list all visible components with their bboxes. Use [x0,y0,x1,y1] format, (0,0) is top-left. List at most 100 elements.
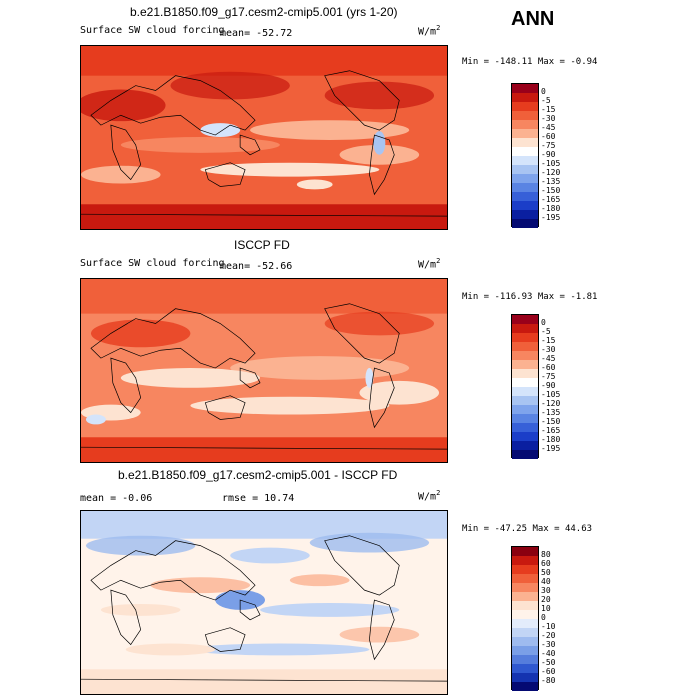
colorbar-tick-label: -75 [541,141,556,150]
panel2-mean: mean= -52.66 [220,261,293,272]
colorbar-tick-label: -120 [541,168,561,177]
colorbar-tick-label: -30 [541,114,556,123]
colorbar-tick-label: -150 [541,417,561,426]
colorbar-tick-label: -135 [541,177,561,186]
colorbar-swatch [512,84,538,93]
colorbar-swatch [512,450,538,459]
colorbar-swatch [512,120,538,129]
colorbar-tick-label: 50 [541,568,551,577]
colorbar-swatch [512,315,538,324]
colorbar-swatch [512,414,538,423]
colorbar-swatch [512,387,538,396]
panel1-minmax: Min = -148.11 Max = -0.94 [462,57,598,67]
panel1-title: b.e21.B1850.f09_g17.cesm2-cmip5.001 (yrs… [130,5,398,19]
colorbar-swatch [512,574,538,583]
colorbar-tick-label: 0 [541,318,546,327]
colorbar-tick-label: -15 [541,336,556,345]
colorbar-tick-label: 20 [541,595,551,604]
colorbar-swatch [512,156,538,165]
colorbar-swatch [512,219,538,228]
colorbar-swatch [512,93,538,102]
colorbar-swatch [512,610,538,619]
colorbar-swatch [512,138,538,147]
colorbar-swatch [512,102,538,111]
colorbar-tick-label: -45 [541,354,556,363]
panel3-minmax: Min = -47.25 Max = 44.63 [462,524,593,534]
panel3-colorbar: 80 60 50 40 30 20 10 0 -10 -20 -30 -40 -50 -60 -80 [511,546,591,691]
colorbar-swatch [512,583,538,592]
colorbar-swatch [512,655,538,664]
colorbar-tick-label: -30 [541,345,556,354]
colorbar-tick-label: -180 [541,435,561,444]
panel3-colorbar-swatches [511,546,539,691]
panel2-title: ISCCP FD [234,238,290,252]
colorbar-swatch [512,111,538,120]
panel2-minmax: Min = -116.93 Max = -1.81 [462,292,598,302]
colorbar-swatch [512,423,538,432]
panel1-map [80,45,448,230]
colorbar-tick-label: -5 [541,96,551,105]
colorbar-swatch [512,378,538,387]
colorbar-tick-label: -60 [541,667,556,676]
panel3-map-svg [81,511,447,694]
colorbar-swatch [512,547,538,556]
colorbar-swatch [512,210,538,219]
panel2-map-svg [81,279,447,462]
panel1-units: W/m2 [418,24,441,38]
colorbar-tick-label: 40 [541,577,551,586]
colorbar-swatch [512,174,538,183]
colorbar-tick-label: 80 [541,550,551,559]
colorbar-swatch [512,646,538,655]
colorbar-swatch [512,192,538,201]
colorbar-swatch [512,351,538,360]
colorbar-swatch [512,333,538,342]
colorbar-swatch [512,592,538,601]
colorbar-swatch [512,369,538,378]
colorbar-tick-label: -40 [541,649,556,658]
colorbar-swatch [512,556,538,565]
panel1-mean: mean= -52.72 [220,28,293,39]
panel1-colorbar-swatches [511,83,539,228]
colorbar-tick-label: -150 [541,186,561,195]
colorbar-tick-label: -30 [541,640,556,649]
colorbar-swatch [512,129,538,138]
panel1-field-label: Surface SW cloud forcing [80,25,225,36]
colorbar-swatch [512,682,538,691]
colorbar-tick-label: 60 [541,559,551,568]
colorbar-swatch [512,619,538,628]
panel3-mean: mean = -0.06 [80,493,153,504]
panel1-map-svg [81,46,447,229]
colorbar-swatch [512,565,538,574]
panel1-colorbar: 0 -5 -15 -30 -45 -60 -75 -90 -105 -120 -135 -150 -16… [511,83,591,228]
colorbar-tick-label: -105 [541,390,561,399]
colorbar-swatch [512,628,538,637]
colorbar-swatch [512,441,538,450]
colorbar-swatch [512,673,538,682]
colorbar-swatch [512,405,538,414]
panel2-colorbar-swatches [511,314,539,459]
panel3-title: b.e21.B1850.f09_g17.cesm2-cmip5.001 - IS… [118,468,398,482]
panel2-units: W/m2 [418,257,441,271]
panel3-map [80,510,448,695]
colorbar-swatch [512,601,538,610]
colorbar-swatch [512,360,538,369]
colorbar-swatch [512,637,538,646]
colorbar-tick-label: -90 [541,381,556,390]
colorbar-tick-label: 30 [541,586,551,595]
colorbar-tick-label: -60 [541,363,556,372]
colorbar-swatch [512,342,538,351]
panel2-field-label: Surface SW cloud forcing [80,258,225,269]
colorbar-swatch [512,324,538,333]
colorbar-swatch [512,396,538,405]
colorbar-swatch [512,432,538,441]
panel2-colorbar: 0 -5 -15 -30 -45 -60 -75 -90 -105 -120 -135 -150 -16… [511,314,591,459]
colorbar-tick-label: -75 [541,372,556,381]
colorbar-swatch [512,147,538,156]
colorbar-tick-label: 10 [541,604,551,613]
colorbar-tick-label: -50 [541,658,556,667]
colorbar-tick-label: -165 [541,426,561,435]
colorbar-tick-label: -90 [541,150,556,159]
colorbar-tick-label: -180 [541,204,561,213]
colorbar-tick-label: -20 [541,631,556,640]
colorbar-tick-label: -195 [541,213,561,222]
